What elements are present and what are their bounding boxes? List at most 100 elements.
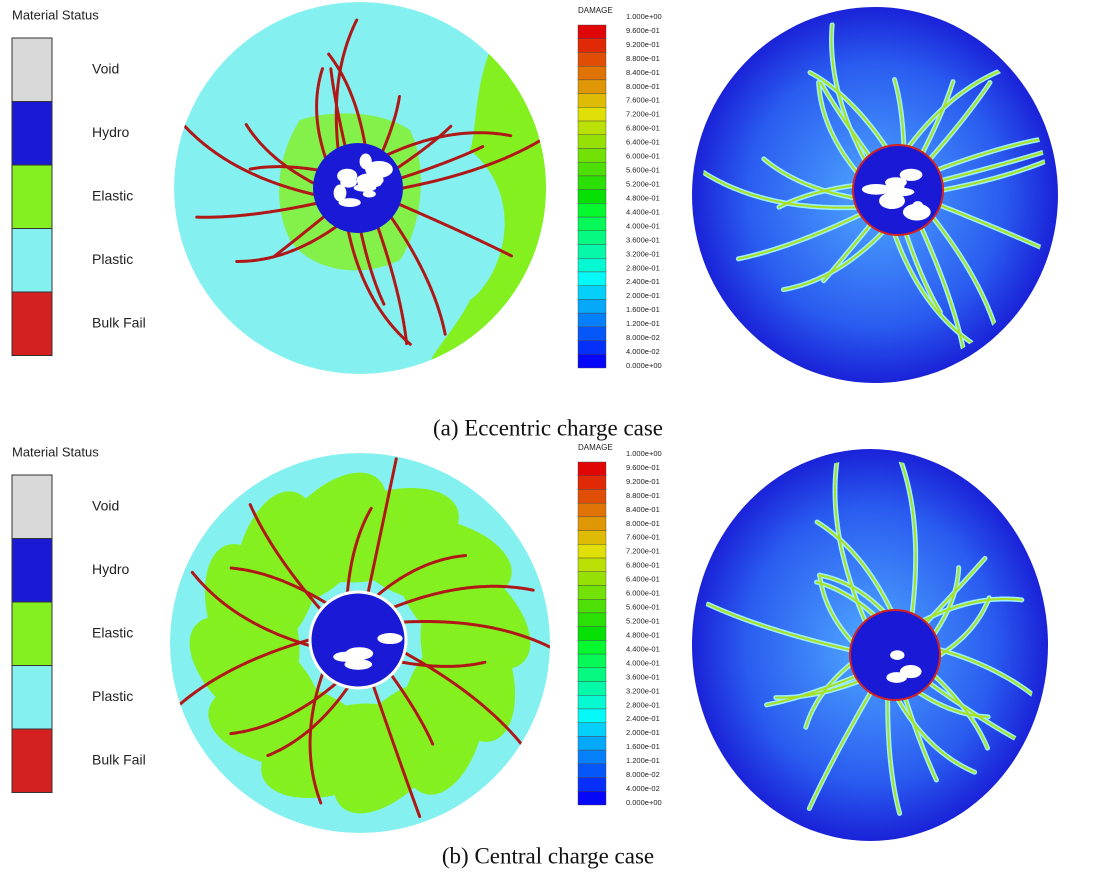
colorbar-band: [578, 135, 606, 149]
colorbar-label: 6.000e-01: [626, 589, 660, 598]
colorbar-label: 8.000e-02: [626, 770, 660, 779]
legend-title: Material Status: [12, 444, 99, 459]
legend-label: Hydro: [92, 561, 130, 577]
void-blob: [334, 184, 347, 201]
colorbar-band: [578, 341, 606, 355]
colorbar-label: 8.800e-01: [626, 54, 660, 63]
colorbar-label: 7.200e-01: [626, 547, 660, 556]
colorbar-band: [578, 354, 606, 368]
colorbar-label: 2.800e-01: [626, 263, 660, 272]
colorbar-label: 6.000e-01: [626, 152, 660, 161]
colorbar-label: 1.200e-01: [626, 756, 660, 765]
colorbar-band: [578, 654, 606, 668]
colorbar-band: [578, 162, 606, 176]
colorbar-label: 4.400e-01: [626, 644, 660, 653]
colorbar-band: [578, 258, 606, 272]
legend-swatch: [12, 292, 52, 356]
colorbar-label: 1.000e+00: [626, 449, 662, 458]
legend-label: Bulk Fail: [92, 315, 146, 331]
colorbar-band: [578, 682, 606, 696]
colorbar-band: [578, 217, 606, 231]
void-blob: [365, 161, 393, 178]
colorbar-band: [578, 52, 606, 66]
legend-label: Plastic: [92, 688, 133, 704]
void-blob: [377, 633, 402, 644]
colorbar-band: [578, 299, 606, 313]
legend-swatch: [12, 539, 52, 603]
colorbar-label: 4.000e-02: [626, 347, 660, 356]
legend-title: Material Status: [12, 7, 99, 22]
colorbar-label: 7.600e-01: [626, 96, 660, 105]
colorbar-title: DAMAGE: [578, 443, 613, 452]
colorbar-band: [578, 190, 606, 204]
colorbar-label: 8.000e-01: [626, 82, 660, 91]
colorbar-band: [578, 668, 606, 682]
colorbar-label: 8.000e-01: [626, 519, 660, 528]
colorbar-band: [578, 585, 606, 599]
legend-label: Hydro: [92, 124, 130, 140]
void-blob: [333, 652, 358, 662]
colorbar-band: [578, 327, 606, 341]
colorbar-band: [578, 736, 606, 750]
colorbar-band: [578, 640, 606, 654]
colorbar-band: [578, 231, 606, 245]
colorbar-label: 3.200e-01: [626, 249, 660, 258]
colorbar-band: [578, 66, 606, 80]
legend-label: Plastic: [92, 251, 133, 267]
colorbar-label: 0.000e+00: [626, 361, 662, 370]
colorbar-label: 6.800e-01: [626, 561, 660, 570]
colorbar-band: [578, 272, 606, 286]
colorbar-label: 5.200e-01: [626, 180, 660, 189]
colorbar-label: 2.400e-01: [626, 714, 660, 723]
legend-swatch: [12, 102, 52, 166]
colorbar-band: [578, 531, 606, 545]
legend-swatch: [12, 666, 52, 730]
colorbar-label: 3.600e-01: [626, 672, 660, 681]
colorbar-label: 4.000e-02: [626, 784, 660, 793]
colorbar-band: [578, 107, 606, 121]
colorbar-band: [578, 503, 606, 517]
colorbar-band: [578, 558, 606, 572]
colorbar-label: 3.200e-01: [626, 686, 660, 695]
colorbar-label: 2.400e-01: [626, 277, 660, 286]
colorbar-label: 6.800e-01: [626, 124, 660, 133]
legend-label: Elastic: [92, 188, 133, 204]
colorbar-band: [578, 462, 606, 476]
colorbar-label: 8.000e-02: [626, 333, 660, 342]
colorbar-band: [578, 544, 606, 558]
void-blob: [903, 204, 931, 221]
colorbar-band: [578, 709, 606, 723]
colorbar-band: [578, 695, 606, 709]
colorbar-band: [578, 517, 606, 531]
colorbar-band: [578, 39, 606, 53]
colorbar-band: [578, 791, 606, 805]
colorbar-band: [578, 489, 606, 503]
void-blob: [890, 650, 904, 660]
colorbar-band: [578, 80, 606, 94]
void-blob: [886, 672, 907, 683]
colorbar-band: [578, 778, 606, 792]
colorbar-band: [578, 25, 606, 39]
legend-swatch: [12, 38, 52, 102]
caption: (b) Central charge case: [442, 843, 654, 868]
colorbar-title: DAMAGE: [578, 6, 613, 15]
colorbar-label: 2.800e-01: [626, 700, 660, 709]
colorbar-label: 6.400e-01: [626, 575, 660, 584]
colorbar-band: [578, 313, 606, 327]
colorbar-label: 1.600e-01: [626, 305, 660, 314]
colorbar-band: [578, 723, 606, 737]
legend-swatch: [12, 729, 52, 793]
colorbar-label: 4.800e-01: [626, 193, 660, 202]
colorbar-label: 9.600e-01: [626, 26, 660, 35]
caption: (a) Eccentric charge case: [433, 415, 663, 440]
legend-swatch: [12, 475, 52, 539]
colorbar-band: [578, 764, 606, 778]
void-blob: [885, 180, 904, 193]
colorbar-label: 9.200e-01: [626, 40, 660, 49]
colorbar-label: 6.400e-01: [626, 138, 660, 147]
colorbar-label: 8.400e-01: [626, 505, 660, 514]
panel: Material StatusVoidHydroElasticPlasticBu…: [12, 0, 1089, 440]
legend-swatch: [12, 602, 52, 666]
colorbar-band: [578, 121, 606, 135]
colorbar-band: [578, 613, 606, 627]
